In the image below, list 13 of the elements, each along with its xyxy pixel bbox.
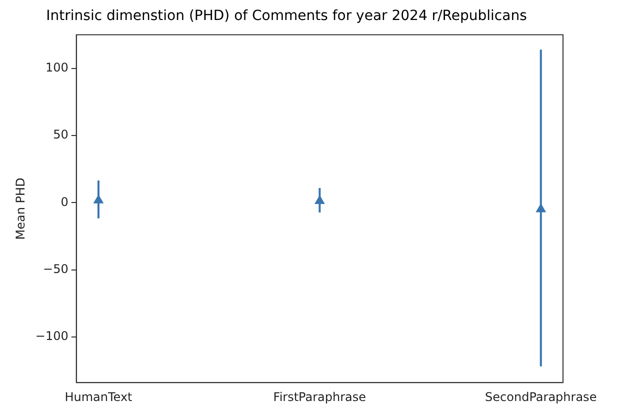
y-tick-label: −50 xyxy=(43,262,68,276)
point xyxy=(94,194,104,204)
chart-title: Intrinsic dimenstion (PHD) of Comments for year 2024 r/Republicans xyxy=(46,8,527,24)
y-axis-title: Mean PHD xyxy=(13,178,28,240)
y-tick-label: −100 xyxy=(35,329,68,344)
point xyxy=(536,204,546,212)
y-tick-label: 100 xyxy=(45,60,68,74)
x-tick-label: SecondParaphrase xyxy=(485,390,597,404)
x-tick-label: FirstParaphrase xyxy=(273,390,366,404)
x-tick-label: HumanText xyxy=(64,390,133,404)
y-tick-label: 0 xyxy=(60,194,68,209)
y-tick-label: 50 xyxy=(53,128,68,142)
point xyxy=(314,196,325,204)
